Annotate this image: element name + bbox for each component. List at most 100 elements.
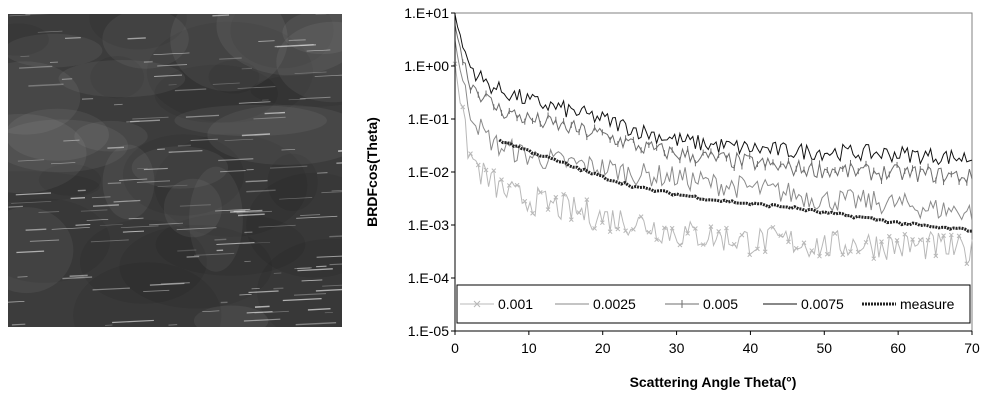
texture-mottle <box>122 134 245 216</box>
legend-item-measure: measure <box>862 296 955 312</box>
series-0.001 <box>452 61 973 267</box>
texture-streak <box>15 192 52 196</box>
legend-item-0.001: 0.001 <box>460 296 533 312</box>
series-marker <box>646 229 652 235</box>
x-tick-label: 10 <box>521 340 537 356</box>
texture-streak <box>299 96 331 100</box>
y-tick-label: 1.E-02 <box>408 164 449 180</box>
series-marker <box>662 225 667 231</box>
texture-streak <box>113 103 123 106</box>
legend-label: 0.0075 <box>801 296 844 312</box>
texture-streak <box>17 276 28 278</box>
y-tick-label: 1.E+00 <box>404 58 449 74</box>
texture-streak <box>9 14 31 17</box>
texture-streak <box>329 263 342 266</box>
texture-streak <box>50 162 76 165</box>
series-marker <box>917 237 923 243</box>
texture-mottle <box>102 14 189 69</box>
series-marker <box>685 231 691 236</box>
texture-background <box>8 14 342 327</box>
texture-mottle <box>73 262 222 327</box>
texture-mottle <box>276 21 342 103</box>
texture-mottle <box>38 164 101 196</box>
texture-streak <box>215 208 251 212</box>
series-marker <box>553 194 559 200</box>
texture-mottle <box>189 166 243 272</box>
series-marker <box>778 233 784 238</box>
texture-mottle <box>79 219 207 304</box>
series-marker <box>615 226 621 232</box>
series-marker <box>506 183 512 188</box>
series-marker <box>460 104 466 110</box>
texture-streak <box>132 116 169 120</box>
texture-mottle <box>146 21 313 123</box>
y-tick-label: 1.E-01 <box>408 111 449 127</box>
texture-streak <box>293 293 327 296</box>
texture-streak <box>246 189 276 193</box>
texture-streak <box>212 82 240 85</box>
series-marker <box>755 246 760 252</box>
texture-streak <box>243 318 281 322</box>
series-marker <box>716 229 722 234</box>
texture-streak <box>80 209 108 212</box>
texture-streak <box>281 149 296 151</box>
series-0.0025 <box>454 40 973 221</box>
series-marker <box>770 224 776 230</box>
texture-streak <box>8 301 25 303</box>
texture-streak <box>314 74 342 77</box>
series-marker <box>840 252 846 258</box>
texture-streak <box>317 172 328 174</box>
texture-streak <box>177 144 191 147</box>
texture-streak <box>154 74 183 78</box>
texture-streak <box>297 267 311 270</box>
texture-streak <box>153 52 190 56</box>
series-marker <box>592 226 597 231</box>
x-tick-label: 0 <box>451 340 459 356</box>
texture-mottle <box>154 133 308 237</box>
texture-streak <box>224 138 254 141</box>
texture-mottle <box>216 14 342 76</box>
series-marker <box>933 253 939 259</box>
texture-streak <box>331 189 342 192</box>
series-marker <box>623 228 628 234</box>
texture-streak <box>38 210 60 214</box>
texture-streak <box>238 101 271 104</box>
surface-texture-image <box>8 14 342 327</box>
texture-mottle <box>250 74 342 107</box>
texture-streak <box>214 238 227 241</box>
texture-streak <box>322 284 342 287</box>
series-marker <box>669 225 675 231</box>
texture-streak <box>245 179 268 183</box>
series-line <box>454 14 973 166</box>
texture-streak <box>122 230 145 233</box>
texture-streak <box>143 289 170 293</box>
texture-streak <box>329 235 342 238</box>
texture-streak <box>81 97 94 100</box>
legend-label: measure <box>900 296 955 312</box>
series-measure <box>498 138 973 233</box>
x-tick-label: 40 <box>743 340 759 356</box>
texture-streak <box>202 310 220 313</box>
texture-mottle <box>282 14 342 55</box>
texture-streak <box>64 37 81 39</box>
legend-item-0.0025: 0.0025 <box>555 296 636 312</box>
x-tick-labels: 0 10 20 30 40 50 60 70 <box>451 340 980 356</box>
series-marker <box>956 233 962 239</box>
texture-streak <box>212 14 230 17</box>
texture-streak <box>92 204 119 207</box>
series-marker <box>522 198 528 204</box>
series-marker <box>638 214 644 220</box>
x-tick-label: 20 <box>595 340 611 356</box>
texture-streak <box>253 116 286 120</box>
texture-streak <box>219 57 242 60</box>
series-marker <box>499 177 504 182</box>
legend-marker <box>473 300 481 308</box>
texture-streak <box>113 199 141 203</box>
series-line <box>498 138 973 233</box>
texture-mottle <box>8 61 81 135</box>
series-marker <box>724 225 729 231</box>
texture-streak <box>28 83 64 87</box>
texture-streak <box>143 60 153 63</box>
series-marker <box>483 167 489 173</box>
y-tick-label: 1.E+01 <box>404 5 449 21</box>
